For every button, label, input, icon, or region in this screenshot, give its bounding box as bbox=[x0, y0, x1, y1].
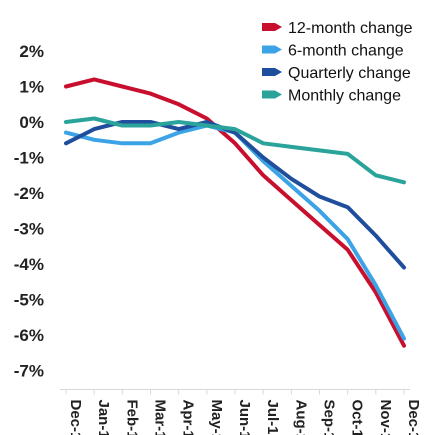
y-tick-label: -1% bbox=[14, 149, 44, 168]
x-tick-label: Oct-16 bbox=[349, 400, 366, 435]
series-line-monthly-change bbox=[64, 116, 406, 185]
x-tick-label: Jul-16 bbox=[264, 400, 281, 435]
y-tick-label: -4% bbox=[14, 255, 44, 274]
axes: 2% 1% 0% -1% -2% -3% -4% -5% -6% -7% Dec-15 Jan-16 F… bbox=[14, 42, 422, 435]
series-line-12-month-change bbox=[64, 77, 406, 348]
x-tick-label: Dec-15 bbox=[67, 400, 84, 435]
y-tick-label: -3% bbox=[14, 220, 44, 239]
y-tick-label: -5% bbox=[14, 291, 44, 310]
y-tick-label: 0% bbox=[19, 113, 44, 132]
legend-swatch bbox=[262, 90, 282, 99]
x-tick-label: Jan-16 bbox=[95, 400, 112, 435]
y-tick-label: -2% bbox=[14, 184, 44, 203]
legend-swatch bbox=[262, 68, 282, 76]
x-tick-label: Mar-16 bbox=[152, 400, 169, 435]
y-tick-label: -6% bbox=[14, 326, 44, 345]
x-tick-label: Apr-16 bbox=[180, 400, 197, 435]
legend-label: Quarterly change bbox=[288, 65, 411, 82]
x-tick-label: May-16 bbox=[208, 400, 225, 435]
x-tick-label: Jun-16 bbox=[236, 400, 253, 435]
legend-label: 6-month change bbox=[288, 43, 404, 60]
legend-label: 12-month change bbox=[288, 20, 413, 37]
y-tick-label: 2% bbox=[19, 42, 44, 61]
legend: 12-month change 6-month change Quarterly c… bbox=[262, 20, 413, 105]
x-tick-label: Feb-16 bbox=[123, 400, 140, 435]
x-tick-label: Nov-16 bbox=[377, 400, 394, 435]
x-tick-label: Sep-16 bbox=[321, 400, 338, 435]
legend-item: Quarterly change bbox=[262, 65, 411, 82]
legend-item: 12-month change bbox=[262, 20, 413, 37]
x-tick-label: Dec-16 bbox=[405, 400, 422, 435]
legend-item: Monthly change bbox=[262, 88, 401, 105]
legend-swatch bbox=[262, 23, 282, 31]
y-tick-label: 1% bbox=[19, 78, 44, 97]
series-lines bbox=[64, 77, 406, 348]
legend-label: Monthly change bbox=[288, 88, 401, 105]
series-line-quarterly-change bbox=[64, 120, 406, 270]
x-tick-label: Aug-16 bbox=[292, 400, 309, 435]
y-tick-label: -7% bbox=[14, 362, 44, 381]
legend-swatch bbox=[262, 45, 282, 54]
legend-item: 6-month change bbox=[262, 43, 404, 60]
